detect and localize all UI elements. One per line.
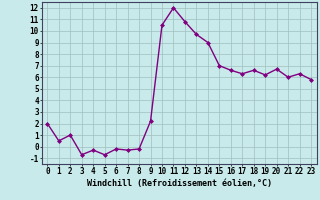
X-axis label: Windchill (Refroidissement éolien,°C): Windchill (Refroidissement éolien,°C)	[87, 179, 272, 188]
